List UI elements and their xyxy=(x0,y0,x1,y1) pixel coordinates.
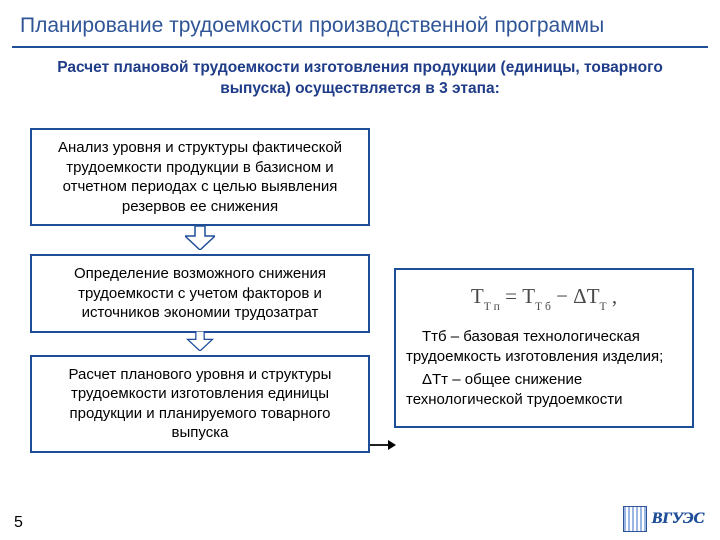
intro-text: Расчет плановой трудоемкости изготовлени… xyxy=(0,48,720,108)
step-box-1: Анализ уровня и структуры фактической тр… xyxy=(30,128,370,226)
formula: ТТ п = ТТ б − ΔТТ , xyxy=(404,284,684,311)
flow-gap-1 xyxy=(30,226,370,254)
formula-panel: ТТ п = ТТ б − ΔТТ , Ттб – базовая технол… xyxy=(394,268,694,428)
def-1: Ттб – базовая технологическая трудоемкос… xyxy=(406,327,682,368)
logo-mark-icon xyxy=(623,506,647,532)
formula-tail: , xyxy=(607,284,618,308)
step-box-3: Расчет планового уровня и структуры труд… xyxy=(30,355,370,453)
definitions: Ттб – базовая технологическая трудоемкос… xyxy=(404,327,684,410)
flow-column: Анализ уровня и структуры фактической тр… xyxy=(30,128,370,453)
step-box-2: Определение возможного снижения трудоемк… xyxy=(30,254,370,333)
minus-delta: − ΔТ xyxy=(551,284,600,308)
formula-r2-sub: Т xyxy=(600,301,607,313)
eq-sign: = xyxy=(500,284,522,308)
down-arrow-icon xyxy=(185,331,215,351)
logo-text: ВГУЭС xyxy=(651,510,704,528)
formula-lhs-sub: Т п xyxy=(484,301,500,313)
down-arrow-icon xyxy=(185,226,215,250)
formula-r1-sub: Т б xyxy=(535,301,551,313)
formula-r1: Т xyxy=(522,284,535,308)
slide-title: Планирование трудоемкости производственн… xyxy=(0,0,720,44)
right-arrow-icon xyxy=(370,438,396,452)
def-2: ΔТт – общее снижение технологической тру… xyxy=(406,370,682,411)
page-number: 5 xyxy=(14,514,23,532)
flow-gap-2 xyxy=(30,333,370,355)
footer-logo: ВГУЭС xyxy=(623,506,704,532)
formula-lhs: Т xyxy=(471,284,484,308)
